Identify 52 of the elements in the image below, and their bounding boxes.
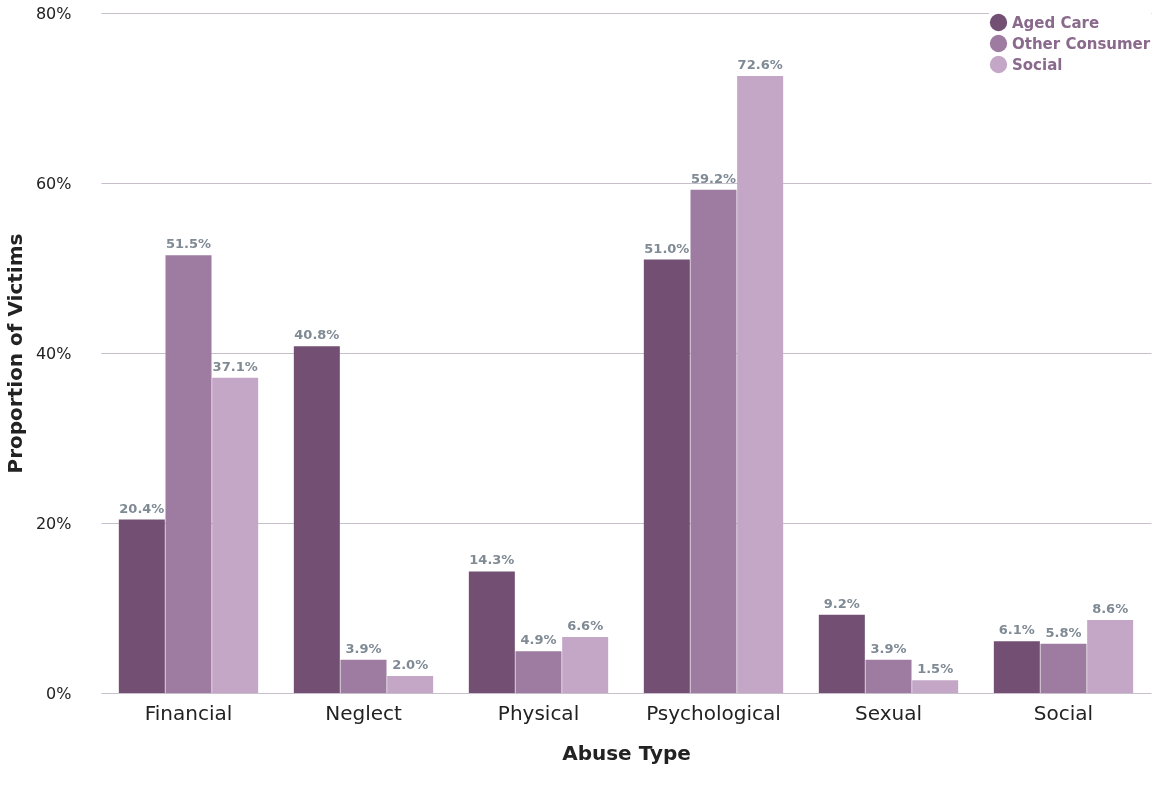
- bar: [993, 641, 1040, 693]
- data-label: 3.9%: [870, 640, 907, 656]
- bar: [515, 651, 562, 693]
- data-label: 59.2%: [690, 170, 737, 186]
- y-tick-label: 20%: [35, 513, 72, 533]
- legend-label: Social: [1012, 55, 1063, 74]
- y-tick-label: 60%: [35, 173, 72, 193]
- data-label: 8.6%: [1092, 600, 1129, 616]
- data-label: 51.5%: [165, 236, 212, 252]
- data-label: 6.1%: [998, 622, 1035, 638]
- data-label: 14.3%: [469, 552, 515, 568]
- bar: [165, 255, 212, 693]
- bar: [293, 346, 340, 693]
- x-tick-label: Sexual: [855, 700, 922, 725]
- x-tick-label: Psychological: [646, 700, 781, 725]
- legend-label: Other Consumer: [1012, 34, 1151, 53]
- bar: [1040, 643, 1087, 693]
- y-axis-title: Proportion of Victims: [2, 233, 27, 474]
- data-label: 5.8%: [1045, 624, 1082, 640]
- data-label: 3.9%: [345, 640, 382, 656]
- bar: [468, 571, 515, 693]
- data-label: 4.9%: [520, 632, 557, 648]
- bar: [562, 636, 609, 693]
- bar: [118, 519, 165, 693]
- x-axis-title: Abuse Type: [562, 740, 691, 765]
- x-tick-label: Neglect: [325, 700, 402, 725]
- bar: [912, 680, 959, 693]
- x-tick-label: Physical: [497, 700, 580, 725]
- bar: [387, 676, 434, 693]
- bar: [643, 259, 690, 693]
- bar: [1087, 619, 1134, 693]
- x-tick-label: Social: [1033, 700, 1094, 725]
- y-tick-label: 80%: [35, 3, 72, 23]
- data-label: 9.2%: [823, 595, 860, 611]
- data-label: 37.1%: [212, 358, 258, 374]
- bar: [737, 75, 784, 693]
- bar: [690, 189, 737, 693]
- x-tick-label: Financial: [144, 700, 233, 725]
- bar: [212, 377, 259, 693]
- data-label: 51.0%: [644, 240, 690, 256]
- data-label: 6.6%: [567, 617, 604, 633]
- data-label: 72.6%: [737, 56, 783, 72]
- bar: [865, 659, 912, 693]
- legend-label: Aged Care: [1012, 13, 1100, 32]
- data-label: 2.0%: [392, 657, 429, 672]
- y-tick-label: 0%: [46, 683, 72, 703]
- data-label: 1.5%: [917, 661, 954, 677]
- bar: [340, 659, 387, 693]
- data-label: 20.4%: [119, 500, 165, 516]
- bar: [818, 614, 865, 693]
- data-label: 40.8%: [294, 327, 340, 343]
- y-tick-label: 40%: [35, 343, 72, 363]
